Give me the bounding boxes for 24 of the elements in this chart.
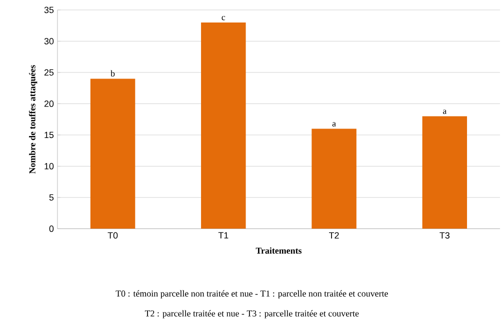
y-tick-label: 0 [49, 225, 54, 232]
bar [201, 22, 246, 229]
bar [312, 128, 356, 229]
y-tick-label: 5 [49, 194, 54, 201]
text: T2 : parcelle traitée et nue - T3 : parcelle traitée et couverte [144, 310, 359, 318]
x-tick-label: T0 [108, 232, 118, 238]
bar [422, 116, 468, 229]
annotation: b [110, 70, 115, 76]
annotation: a [332, 122, 336, 126]
annotation: c [222, 16, 226, 20]
y-tick-label: 25 [44, 69, 54, 76]
y-tick-label: 35 [44, 6, 54, 14]
y-tick-label: 10 [44, 162, 54, 170]
y-axis-title: Nombre de touffes attaquées [28, 65, 38, 174]
x-tick-label: T2 [329, 232, 339, 238]
y-tick-label: 15 [44, 132, 54, 138]
annotation: a [443, 110, 447, 114]
bar [90, 78, 136, 229]
x-tick-label: T3 [440, 232, 450, 238]
x-axis-title: Traitements [256, 247, 302, 254]
y-tick-label: 30 [44, 38, 54, 44]
text: T0 : témoin parcelle non traitée et nue - T1 : parcelle non traitée et couverte [116, 290, 388, 298]
y-tick-label: 20 [44, 100, 54, 107]
x-tick-label: T1 [218, 232, 228, 238]
